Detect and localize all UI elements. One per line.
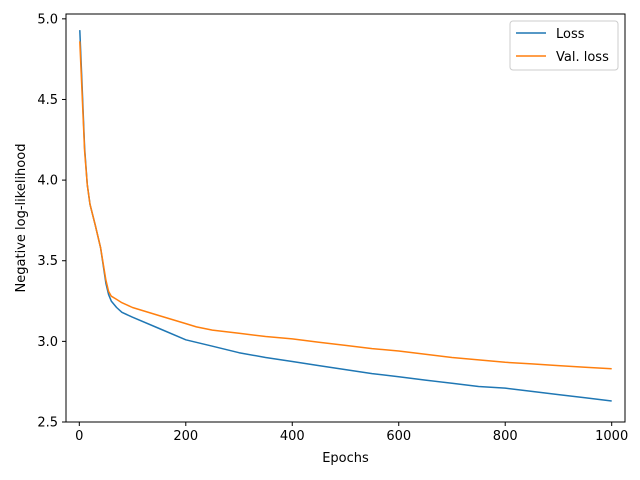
y-tick-label: 4.0 <box>37 174 58 189</box>
x-tick-label: 200 <box>173 429 198 444</box>
y-tick-label: 3.5 <box>37 254 58 269</box>
series-line-val-loss <box>79 41 612 370</box>
x-tick-label: 0 <box>75 429 83 444</box>
y-tick-label: 3.0 <box>37 335 58 350</box>
x-tick-label: 600 <box>386 429 411 444</box>
y-axis-label: Negative log-likelihood <box>14 144 29 293</box>
x-tick-label: 1000 <box>595 429 628 444</box>
y-tick-label: 2.5 <box>37 416 58 431</box>
legend-label-val-loss: Val. loss <box>556 50 609 65</box>
x-axis: 0 200 400 600 800 1000 <box>75 422 628 444</box>
plot-frame <box>65 13 626 423</box>
legend: Loss Val. loss <box>509 20 619 71</box>
x-tick-label: 400 <box>280 429 305 444</box>
y-tick-label: 5.0 <box>37 12 58 27</box>
series-layer <box>79 30 612 402</box>
x-tick-label: 800 <box>493 429 518 444</box>
y-tick-label: 4.5 <box>37 93 58 108</box>
x-axis-label: Epochs <box>322 451 369 466</box>
y-axis: 2.5 3.0 3.5 4.0 4.5 5.0 <box>37 12 66 431</box>
legend-label-loss: Loss <box>556 27 585 42</box>
